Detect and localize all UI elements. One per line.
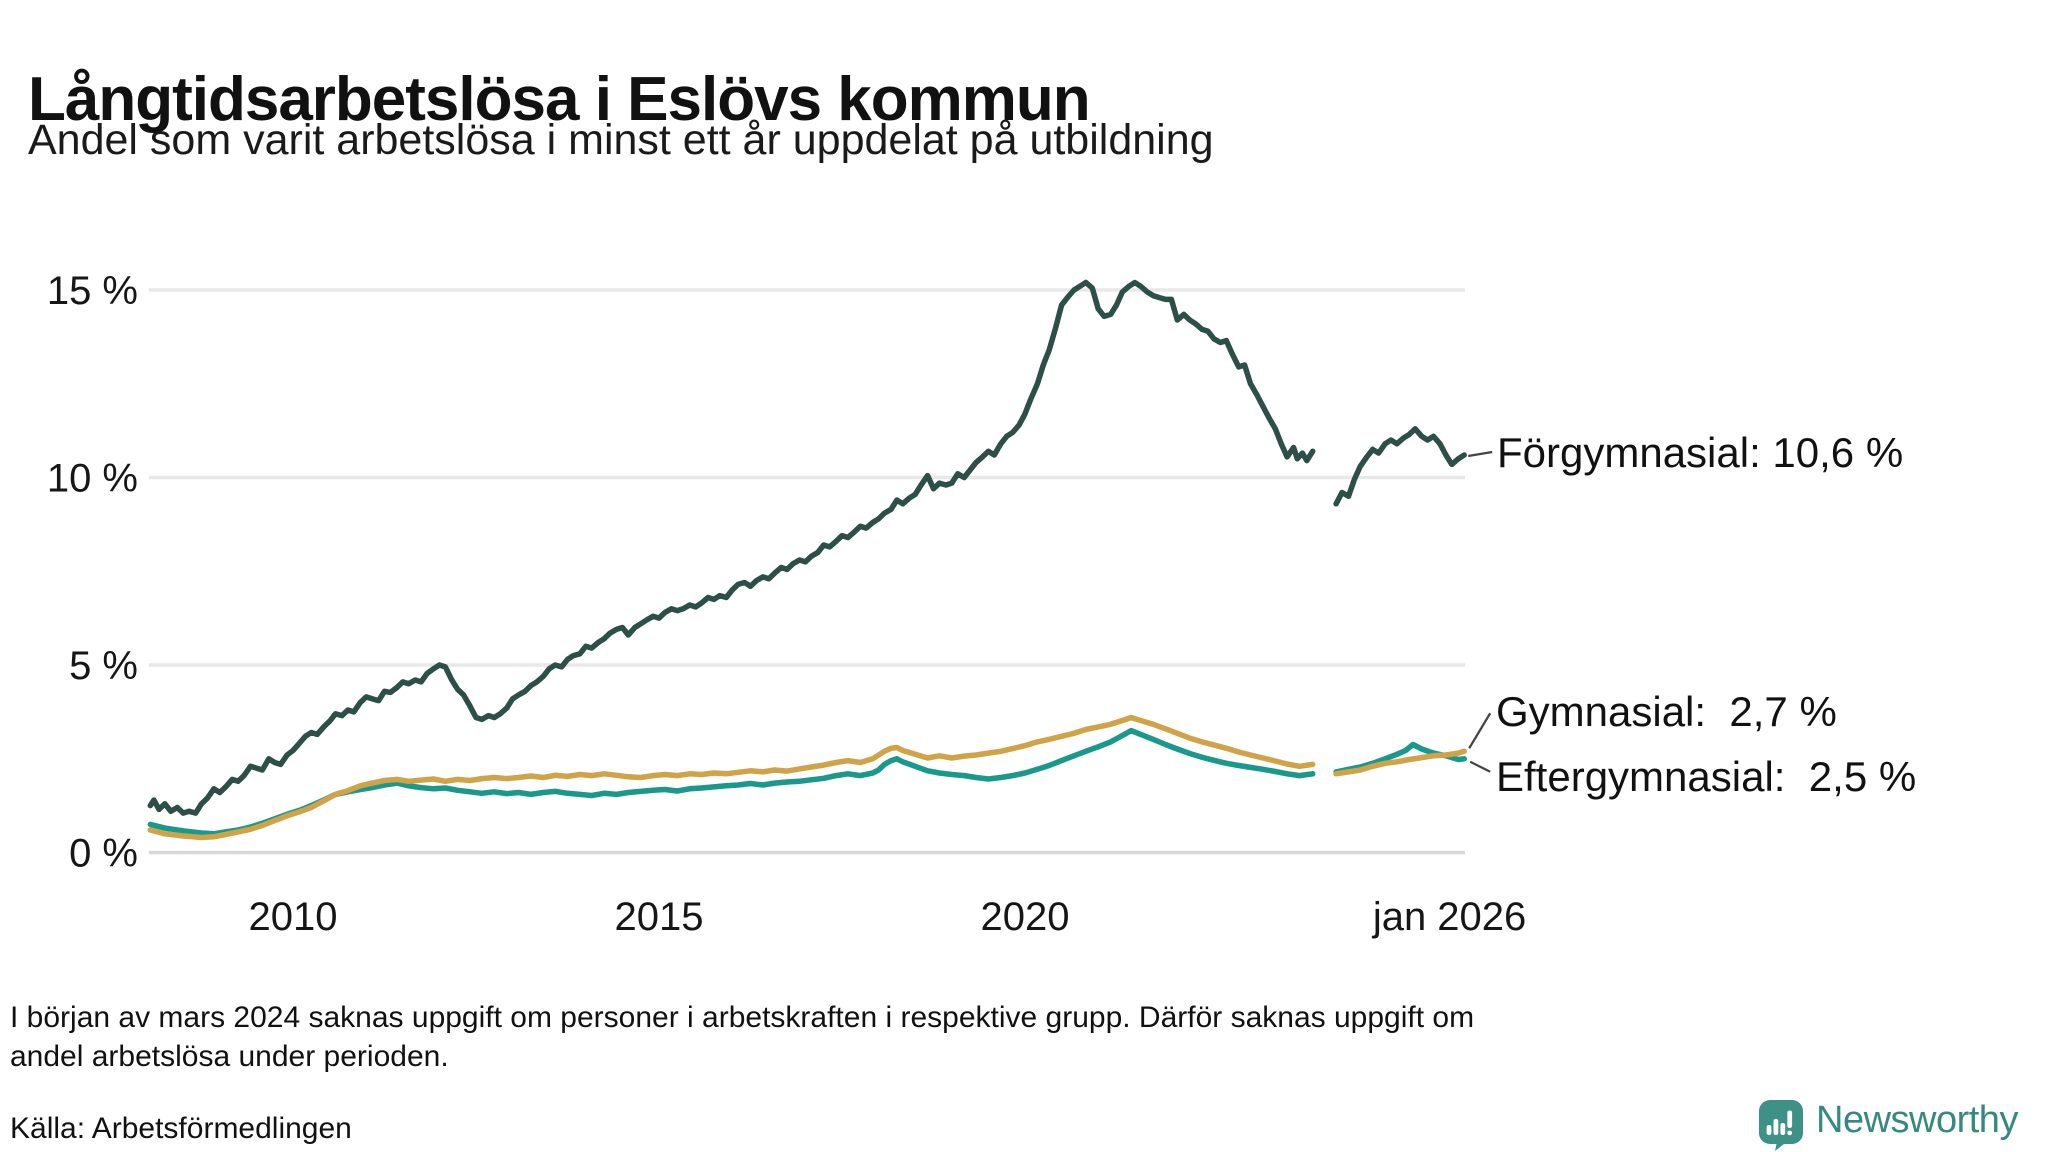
y-tick-label: 0 % xyxy=(69,832,138,876)
annotation-leader-förgymnasial xyxy=(1468,450,1493,458)
series-line-gymnasial xyxy=(1333,748,1467,777)
y-tick-label: 10 % xyxy=(47,457,138,501)
annotation-leader-eftergymnasial xyxy=(1469,760,1491,773)
newsworthy-wordmark: Newsworthy xyxy=(1816,1099,2018,1141)
x-tick-label: 2020 xyxy=(981,895,1070,939)
y-tick-label: 15 % xyxy=(47,269,138,313)
page-title: Långtidsarbetslösa i Eslövs kommun xyxy=(28,64,1091,134)
y-tick-label: 5 % xyxy=(69,644,138,688)
annotation-leader-gymnasial xyxy=(1468,712,1492,749)
series-line-förgymnasial xyxy=(1333,426,1467,507)
newsworthy-logo: Newsworthy xyxy=(1758,1097,2038,1152)
series-label-gymnasial: Gymnasial: 2,7 % xyxy=(1496,688,1837,735)
series-line-eftergymnasial xyxy=(1333,741,1467,775)
series-label-eftergymnasial: Eftergymnasial: 2,5 % xyxy=(1496,753,1917,800)
newsworthy-logo-icon xyxy=(1759,1099,1803,1151)
x-tick-label: 2015 xyxy=(615,895,704,939)
source-attribution: Källa: Arbetsförmedlingen xyxy=(10,1112,352,1145)
x-tick-label: 2010 xyxy=(249,895,338,939)
page-subtitle: Andel som varit arbetslösa i minst ett å… xyxy=(28,116,1214,164)
chart-footnote: I början av mars 2024 saknas uppgift om … xyxy=(10,1001,1475,1073)
series-line-förgymnasial xyxy=(147,279,1316,816)
series-label-forgymnasial: Förgymnasial: 10,6 % xyxy=(1497,429,1904,476)
series-line-eftergymnasial xyxy=(147,727,1316,837)
series-line-gymnasial xyxy=(147,714,1316,841)
x-tick-label: jan 2026 xyxy=(1372,895,1526,939)
